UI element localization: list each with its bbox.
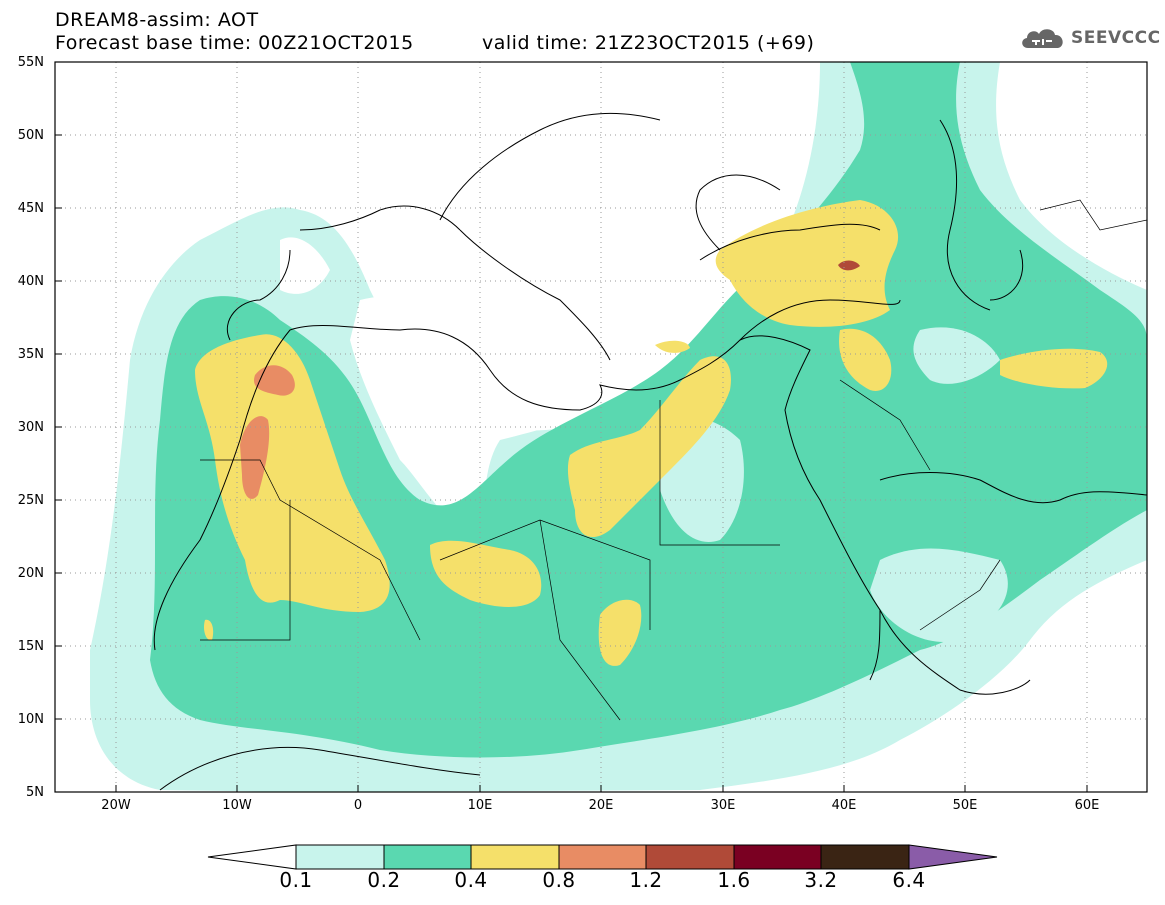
colorbar-label-0.8: 0.8 [542, 868, 576, 892]
graticule [55, 62, 1147, 792]
colorbar-label-3.2: 3.2 [804, 868, 838, 892]
lat-label-20n: 20N [17, 566, 44, 581]
aot-band-0.4-iran [1000, 348, 1108, 389]
aot-field [90, 62, 1147, 792]
aot-gap-iran [913, 327, 1000, 384]
colorbar-cell-0.4 [470, 844, 560, 870]
aot-band-0.8-algeria [240, 416, 270, 499]
aot-band-0.4-turkey [715, 200, 899, 327]
aot-band-0.4-iraq [839, 328, 892, 391]
base-time-label: Forecast base time: 00Z21OCT2015 [55, 32, 414, 54]
aot-band-0.8-morocco [254, 365, 295, 396]
logo-text: SEEVCCC [1071, 28, 1161, 48]
aot-band-0.4-egypt [567, 356, 731, 538]
lon-label-20w: 20W [101, 798, 131, 813]
lon-label-10w: 10W [222, 798, 252, 813]
colorbar-cell-1.6 [733, 844, 822, 870]
aot-gap-atlantic [280, 237, 330, 294]
colorbar-cell-0.8 [558, 844, 647, 870]
colorbar-label-1.6: 1.6 [717, 868, 751, 892]
lat-label-10n: 10N [17, 712, 44, 727]
lat-label-5n: 5N [26, 785, 44, 800]
colorbar-label-0.1: 0.1 [279, 868, 313, 892]
colorbar [207, 844, 998, 870]
lat-label-15n: 15N [17, 639, 44, 654]
map-title: DREAM8-assim: AOT [55, 9, 259, 31]
valid-time-label: valid time: 21Z23OCT2015 (+69) [482, 32, 815, 54]
lon-label-30e: 30E [710, 798, 736, 813]
seevccc-logo: SEEVCCC [1018, 24, 1161, 52]
lon-label-10e: 10E [467, 798, 493, 813]
map-ticks [55, 134, 1088, 792]
aot-band-0.4-crete [655, 340, 690, 353]
colorbar-label-1.2: 1.2 [629, 868, 663, 892]
lat-label-30n: 30N [17, 420, 44, 435]
aot-gap-libya [350, 296, 600, 530]
colorbar-label-6.4: 6.4 [892, 868, 926, 892]
lat-label-35n: 35N [17, 347, 44, 362]
aot-band-0.4-sudan [598, 599, 642, 666]
colorbar-cell-0.2 [383, 844, 472, 870]
lon-label-60e: 60E [1074, 798, 1100, 813]
coastlines [153, 112, 1147, 791]
country-borders [200, 199, 1147, 721]
colorbar-under [207, 844, 297, 870]
lat-label-40n: 40N [17, 274, 44, 289]
lon-label-50e: 50E [952, 798, 978, 813]
colorbar-label-0.4: 0.4 [454, 868, 488, 892]
colorbar-cell-0.1 [295, 844, 385, 870]
aot-gap-saudi [870, 548, 1008, 642]
lat-label-45n: 45N [17, 201, 44, 216]
aot-band-0.4-chad [430, 540, 542, 607]
lat-label-25n: 25N [17, 493, 44, 508]
lat-label-55n: 55N [17, 55, 44, 70]
colorbar-label-0.2: 0.2 [367, 868, 401, 892]
cloud-icon [1022, 29, 1063, 48]
colorbar-over [908, 844, 998, 870]
lat-label-50n: 50N [17, 128, 44, 143]
aot-band-0.4-mali [203, 619, 214, 641]
colorbar-cell-1.2 [645, 844, 735, 870]
lon-label-0: 0 [353, 798, 363, 813]
lon-label-20e: 20E [588, 798, 614, 813]
lon-label-40e: 40E [831, 798, 857, 813]
colorbar-cell-3.2 [820, 844, 910, 870]
aot-band-0.4-morocco [195, 334, 390, 612]
